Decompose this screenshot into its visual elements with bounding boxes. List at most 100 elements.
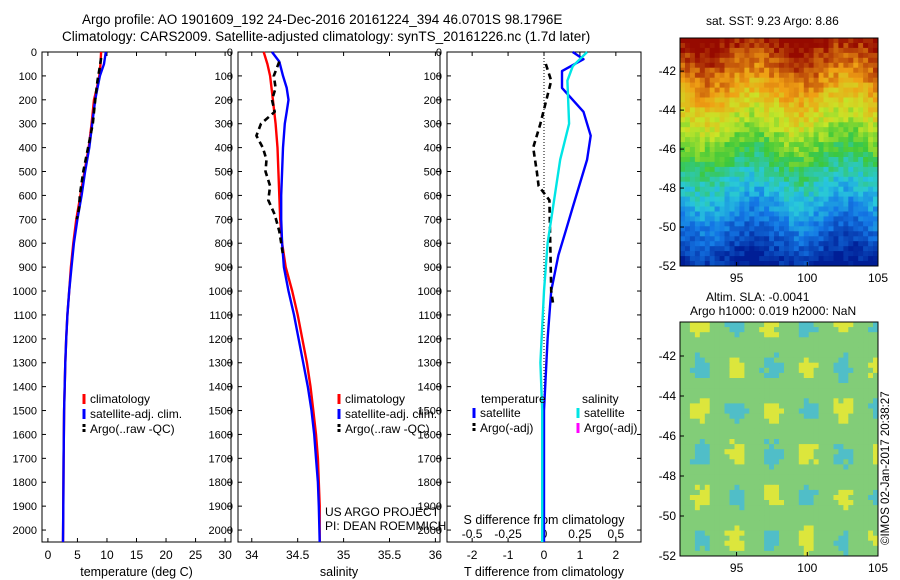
heatmap-cell <box>788 479 795 486</box>
heatmap-cell <box>838 196 844 202</box>
heatmap-cell <box>818 362 824 369</box>
heatmap-cell <box>863 82 869 88</box>
heatmap-cell <box>759 362 765 369</box>
heatmap-cell <box>803 484 810 491</box>
heatmap-cell <box>709 117 716 123</box>
heatmap-cell <box>798 92 805 98</box>
heatmap-cell <box>813 97 819 103</box>
heatmap-cell <box>828 246 834 252</box>
heatmap-cell <box>774 474 780 481</box>
heatmap-cell <box>774 122 780 128</box>
heatmap-cell <box>719 132 725 138</box>
heatmap-cell <box>744 166 750 173</box>
heatmap-cell <box>863 166 869 173</box>
heatmap-cell <box>833 383 839 389</box>
heatmap-cell <box>774 176 780 183</box>
heatmap-cell <box>779 261 785 267</box>
heatmap-cell <box>714 474 720 481</box>
heatmap-cell <box>803 216 810 222</box>
heatmap-cell <box>848 347 854 353</box>
heatmap-cell <box>764 357 770 364</box>
heatmap-cell <box>868 545 874 552</box>
heatmap-cell <box>689 418 696 425</box>
heatmap-cell <box>868 362 874 369</box>
heatmap-cell <box>764 57 770 64</box>
heatmap-cell <box>709 357 716 364</box>
heatmap-cell <box>808 72 815 79</box>
heatmap-cell <box>784 474 790 481</box>
heatmap-cell <box>774 77 780 84</box>
heatmap-cell <box>818 449 824 455</box>
heatmap-cell <box>729 454 735 460</box>
heatmap-cell <box>704 525 711 531</box>
heatmap-cell <box>813 362 819 369</box>
heatmap-cell <box>848 505 854 511</box>
heatmap-cell <box>774 449 780 455</box>
heatmap-cell <box>863 510 869 516</box>
heatmap-cell <box>714 500 720 506</box>
heatmap-cell <box>784 550 790 557</box>
heatmap-cell <box>833 403 839 409</box>
heatmap-cell <box>828 87 834 93</box>
heatmap-cell <box>680 62 686 69</box>
heatmap-cell <box>729 38 735 44</box>
heatmap-cell <box>694 176 701 183</box>
heatmap-cell <box>853 383 859 389</box>
heatmap-cell <box>689 474 696 481</box>
heatmap-cell <box>838 550 844 557</box>
heatmap-cell <box>818 211 824 217</box>
heatmap-cell <box>833 332 839 338</box>
heatmap-cell <box>724 474 730 481</box>
heatmap-cell <box>808 439 815 445</box>
heatmap-cell <box>714 393 720 399</box>
heatmap-cell <box>724 107 730 113</box>
heatmap-cell <box>769 226 775 232</box>
heatmap-cell <box>759 372 765 379</box>
heatmap-cell <box>803 127 810 133</box>
heatmap-cell <box>858 520 864 526</box>
heatmap-cell <box>784 454 790 460</box>
heatmap-cell <box>719 147 725 153</box>
heatmap-cell <box>754 122 760 128</box>
heatmap-cell <box>734 505 740 511</box>
heatmap-cell <box>744 398 750 404</box>
heatmap-cell <box>680 479 686 486</box>
heatmap-cell <box>734 515 740 521</box>
heatmap-cell <box>848 484 854 491</box>
heatmap-cell <box>843 201 849 207</box>
heatmap-cell <box>734 236 740 242</box>
heatmap-cell <box>853 398 859 404</box>
heatmap-cell <box>680 112 686 118</box>
heatmap-cell <box>774 408 780 414</box>
heatmap-cell <box>709 367 716 374</box>
heatmap-cell <box>863 520 869 526</box>
heatmap-cell <box>813 226 819 232</box>
heatmap-cell <box>739 342 745 348</box>
heatmap-cell <box>863 408 869 414</box>
heatmap-cell <box>744 383 750 389</box>
depth-tick-label: 700 <box>215 214 233 226</box>
heatmap-cell <box>699 367 706 374</box>
heatmap-cell <box>858 77 864 84</box>
heatmap-cell <box>828 545 834 552</box>
heatmap-cell <box>739 444 745 450</box>
heatmap-cell <box>848 261 854 267</box>
heatmap-cell <box>694 495 701 501</box>
heatmap-cell <box>843 398 849 404</box>
heatmap-cell <box>739 459 745 465</box>
heatmap-cell <box>803 372 810 379</box>
heatmap-cell <box>828 132 834 138</box>
heatmap-cell <box>724 352 730 358</box>
heatmap-cell <box>734 418 740 425</box>
heatmap-cell <box>759 166 765 173</box>
heatmap-cell <box>734 166 740 173</box>
heatmap-cell <box>704 484 711 491</box>
heatmap-cell <box>779 107 785 113</box>
heatmap-cell <box>868 166 874 173</box>
heatmap-cell <box>769 332 775 338</box>
heatmap-cell <box>689 171 696 178</box>
heatmap-cell <box>858 226 864 232</box>
heatmap-cell <box>808 196 815 202</box>
heatmap-cell <box>838 322 844 328</box>
heatmap-cell <box>828 383 834 389</box>
